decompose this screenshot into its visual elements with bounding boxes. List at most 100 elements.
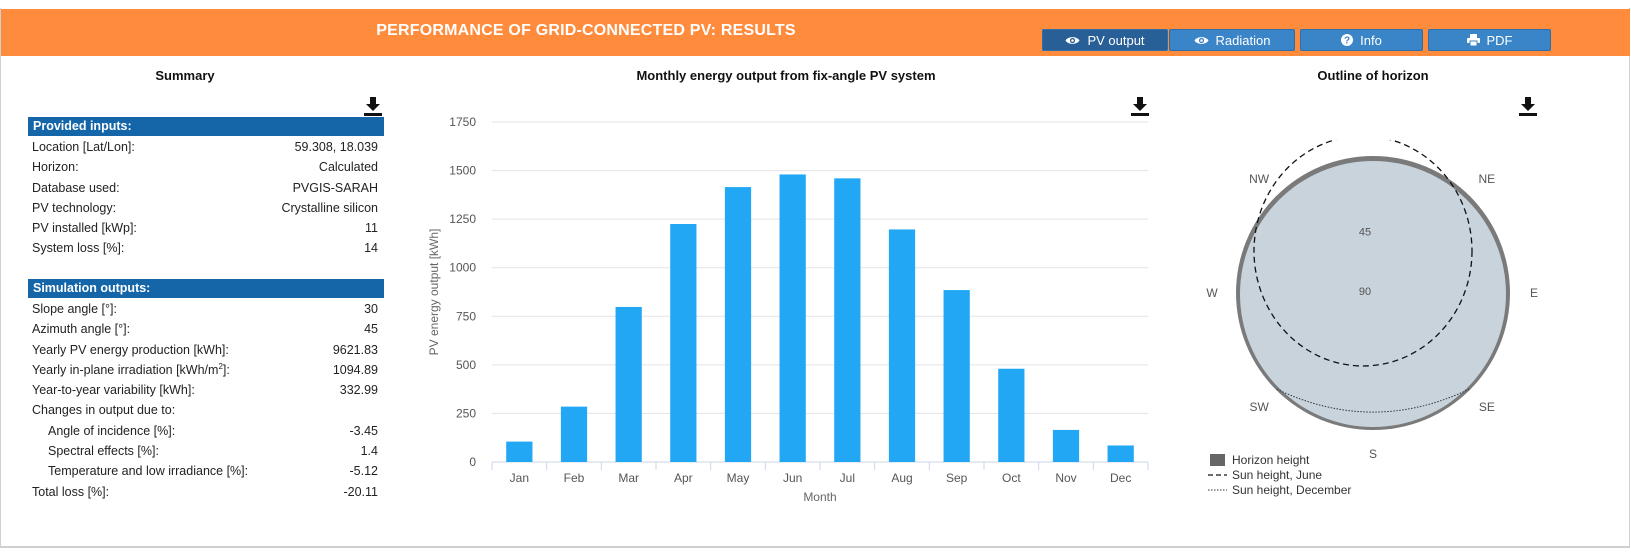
bar-apr xyxy=(670,224,697,462)
x-tick-label: Sep xyxy=(946,471,968,485)
summary-row-label: Azimuth angle [°]: xyxy=(32,322,131,337)
summary-row-value: 1094.89 xyxy=(332,362,378,377)
info-label: Info xyxy=(1360,32,1382,48)
bar-jun xyxy=(779,174,806,462)
summary-row: Year-to-year variability [kWh]: 332.99 xyxy=(28,380,384,400)
summary-row: Changes in output due to: xyxy=(28,400,384,420)
compass-label-ne: NE xyxy=(1479,172,1496,186)
compass-label-se: SE xyxy=(1479,400,1495,414)
y-tick-label: 500 xyxy=(456,358,476,372)
bar-may xyxy=(724,187,752,462)
y-axis-label: PV energy output [kWh] xyxy=(427,229,441,356)
printer-icon xyxy=(1466,34,1480,46)
compass-label-nw: NW xyxy=(1249,172,1270,186)
x-tick-label: Mar xyxy=(618,471,639,485)
summary-row-value: PVGIS-SARAH xyxy=(292,180,378,195)
summary-row: PV technology: Crystalline silicon xyxy=(28,198,384,218)
info-icon: ? xyxy=(1341,34,1354,46)
x-tick-label: Jul xyxy=(840,471,855,485)
sun-path-june xyxy=(1253,140,1473,367)
bar-feb xyxy=(560,406,588,462)
summary-row-value: 14 xyxy=(364,241,378,256)
simulation-outputs-heading: Simulation outputs: xyxy=(28,279,384,298)
legend-label: Horizon height xyxy=(1232,453,1310,467)
summary-row: Azimuth angle [°]: 45 xyxy=(28,319,384,339)
summary-row-value: 45 xyxy=(364,322,378,337)
summary-row-label: System loss [%]: xyxy=(32,241,125,256)
y-tick-label: 1000 xyxy=(449,261,476,275)
bar-mar xyxy=(615,306,642,462)
radial-label: 45 xyxy=(1359,226,1371,238)
pdf-label: PDF xyxy=(1486,32,1513,48)
summary-row-label: Angle of incidence [%]: xyxy=(48,423,176,438)
page-title: PERFORMANCE OF GRID-CONNECTED PV: RESULT… xyxy=(376,22,796,39)
bar-nov xyxy=(1052,429,1080,462)
results-header: PERFORMANCE OF GRID-CONNECTED PV: RESULT… xyxy=(1,9,1630,56)
bar-aug xyxy=(888,229,916,462)
summary-row-label: Location [Lat/Lon]: xyxy=(32,140,135,154)
x-axis-label: Month xyxy=(803,490,836,504)
pdf-button[interactable]: PDF xyxy=(1428,29,1551,51)
summary-row: Location [Lat/Lon]: 59.308, 18.039 xyxy=(28,137,384,157)
eye-icon xyxy=(1194,35,1209,46)
summary-row-value: 59.308, 18.039 xyxy=(294,140,378,154)
bar-dec xyxy=(1107,445,1134,462)
legend-label: Sun height, June xyxy=(1232,468,1322,482)
summary-row: System loss [%]: 14 xyxy=(28,238,384,258)
eye-icon xyxy=(1065,35,1080,46)
summary-row: Total loss [%]: -20.11 xyxy=(28,482,384,502)
summary-row-value: -3.45 xyxy=(349,423,379,438)
summary-row-label: Yearly in-plane irradiation [kWh/m2]: xyxy=(32,361,230,377)
summary-title: Summary xyxy=(155,68,215,83)
summary-row-label: Horizon: xyxy=(32,160,79,175)
summary-row: Yearly in-plane irradiation [kWh/m2]: 109… xyxy=(28,360,384,380)
summary-row-label: Database used: xyxy=(32,180,120,195)
compass-label-s: S xyxy=(1369,447,1377,461)
results-panel xyxy=(0,8,1630,548)
summary-row: Horizon: Calculated xyxy=(28,157,384,177)
summary-row-value: 30 xyxy=(364,302,378,316)
download-summary-icon[interactable] xyxy=(363,96,383,116)
compass-label-w: W xyxy=(1206,286,1218,300)
y-tick-label: 1750 xyxy=(449,115,476,129)
summary-row-label: Yearly PV energy production [kWh]: xyxy=(32,342,229,357)
bar-oct xyxy=(998,368,1025,462)
summary-row-value: 332.99 xyxy=(339,383,378,398)
download-horizon-icon[interactable] xyxy=(1518,96,1538,116)
legend-swatch-horizon xyxy=(1210,454,1225,466)
summary-row-value: 9621.83 xyxy=(332,342,378,357)
x-tick-label: Jun xyxy=(783,471,802,485)
x-tick-label: Nov xyxy=(1055,471,1076,485)
y-tick-label: 0 xyxy=(469,455,476,469)
x-tick-label: May xyxy=(727,471,750,485)
summary-row-label: Temperature and low irradiance [%]: xyxy=(48,464,249,479)
horizon-chart-title: Outline of horizon xyxy=(1317,68,1429,83)
summary-row-value: Crystalline silicon xyxy=(281,200,378,215)
radiation-label: Radiation xyxy=(1215,32,1271,48)
pv-output-label: PV output xyxy=(1087,32,1145,48)
y-tick-label: 750 xyxy=(456,309,476,323)
summary-row-value: -20.11 xyxy=(343,484,378,499)
x-tick-label: Jan xyxy=(510,471,529,485)
summary-row-value: 11 xyxy=(365,221,378,236)
summary-row-value: Calculated xyxy=(318,160,378,175)
x-tick-label: Aug xyxy=(891,471,912,485)
y-tick-label: 250 xyxy=(456,406,476,420)
summary-row: PV installed [kWp]: 11 xyxy=(28,218,384,238)
summary-row-label: PV technology: xyxy=(32,200,117,215)
summary-row: Database used: PVGIS-SARAH xyxy=(28,178,384,198)
radiation-button[interactable]: Radiation xyxy=(1169,29,1295,51)
bar-chart-title: Monthly energy output from fix-angle PV … xyxy=(636,68,936,83)
summary-row-label: Spectral effects [%]: xyxy=(48,444,159,459)
info-button[interactable]: ? Info xyxy=(1300,29,1423,51)
compass-label-sw: SW xyxy=(1249,400,1269,414)
x-tick-label: Oct xyxy=(1002,471,1021,485)
pv-output-button[interactable]: PV output xyxy=(1042,29,1168,51)
summary-row: Slope angle [°]: 30 xyxy=(28,299,384,319)
summary-row-label: Slope angle [°]: xyxy=(32,302,117,316)
summary-row-value: -5.12 xyxy=(349,464,379,479)
bar-jan xyxy=(506,441,533,462)
x-tick-label: Apr xyxy=(674,471,693,485)
summary-row-label: Total loss [%]: xyxy=(32,484,110,499)
download-chart-icon[interactable] xyxy=(1130,96,1150,116)
